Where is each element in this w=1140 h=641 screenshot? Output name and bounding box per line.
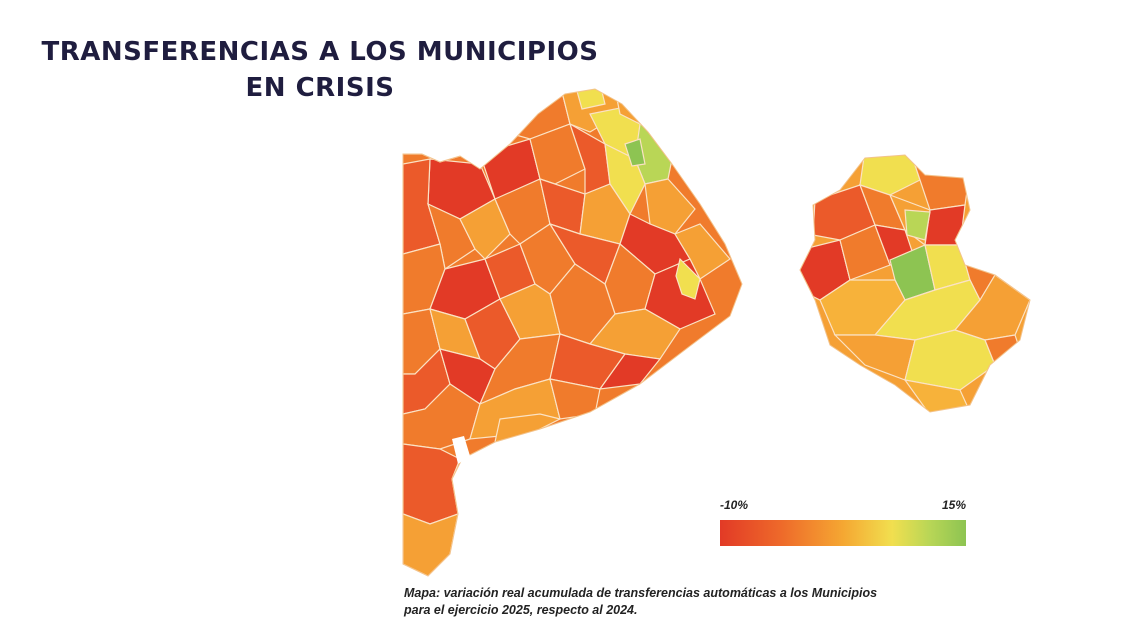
map-caption: Mapa: variación real acumulada de transf… (404, 585, 1004, 619)
caption-line-1: Mapa: variación real acumulada de transf… (404, 586, 878, 600)
title-line-1: TRANSFERENCIAS A LOS MUNICIPIOS (41, 37, 599, 67)
title-line-2: EN CRISIS (245, 73, 395, 103)
bay-notch-2 (455, 469, 474, 494)
conurbano-inset-map (799, 154, 1031, 413)
caption-line-2: para el ejercicio 2025, respecto al 2024… (404, 603, 638, 617)
page-title: TRANSFERENCIAS A LOS MUNICIPIOS EN CRISI… (0, 34, 640, 106)
province-map (402, 88, 743, 577)
color-legend: -10% 15% (720, 498, 966, 550)
legend-min-label: -10% (720, 498, 749, 512)
bay-notch (452, 436, 470, 464)
legend-gradient-bar (720, 520, 966, 546)
legend-max-label: 15% (941, 498, 966, 512)
